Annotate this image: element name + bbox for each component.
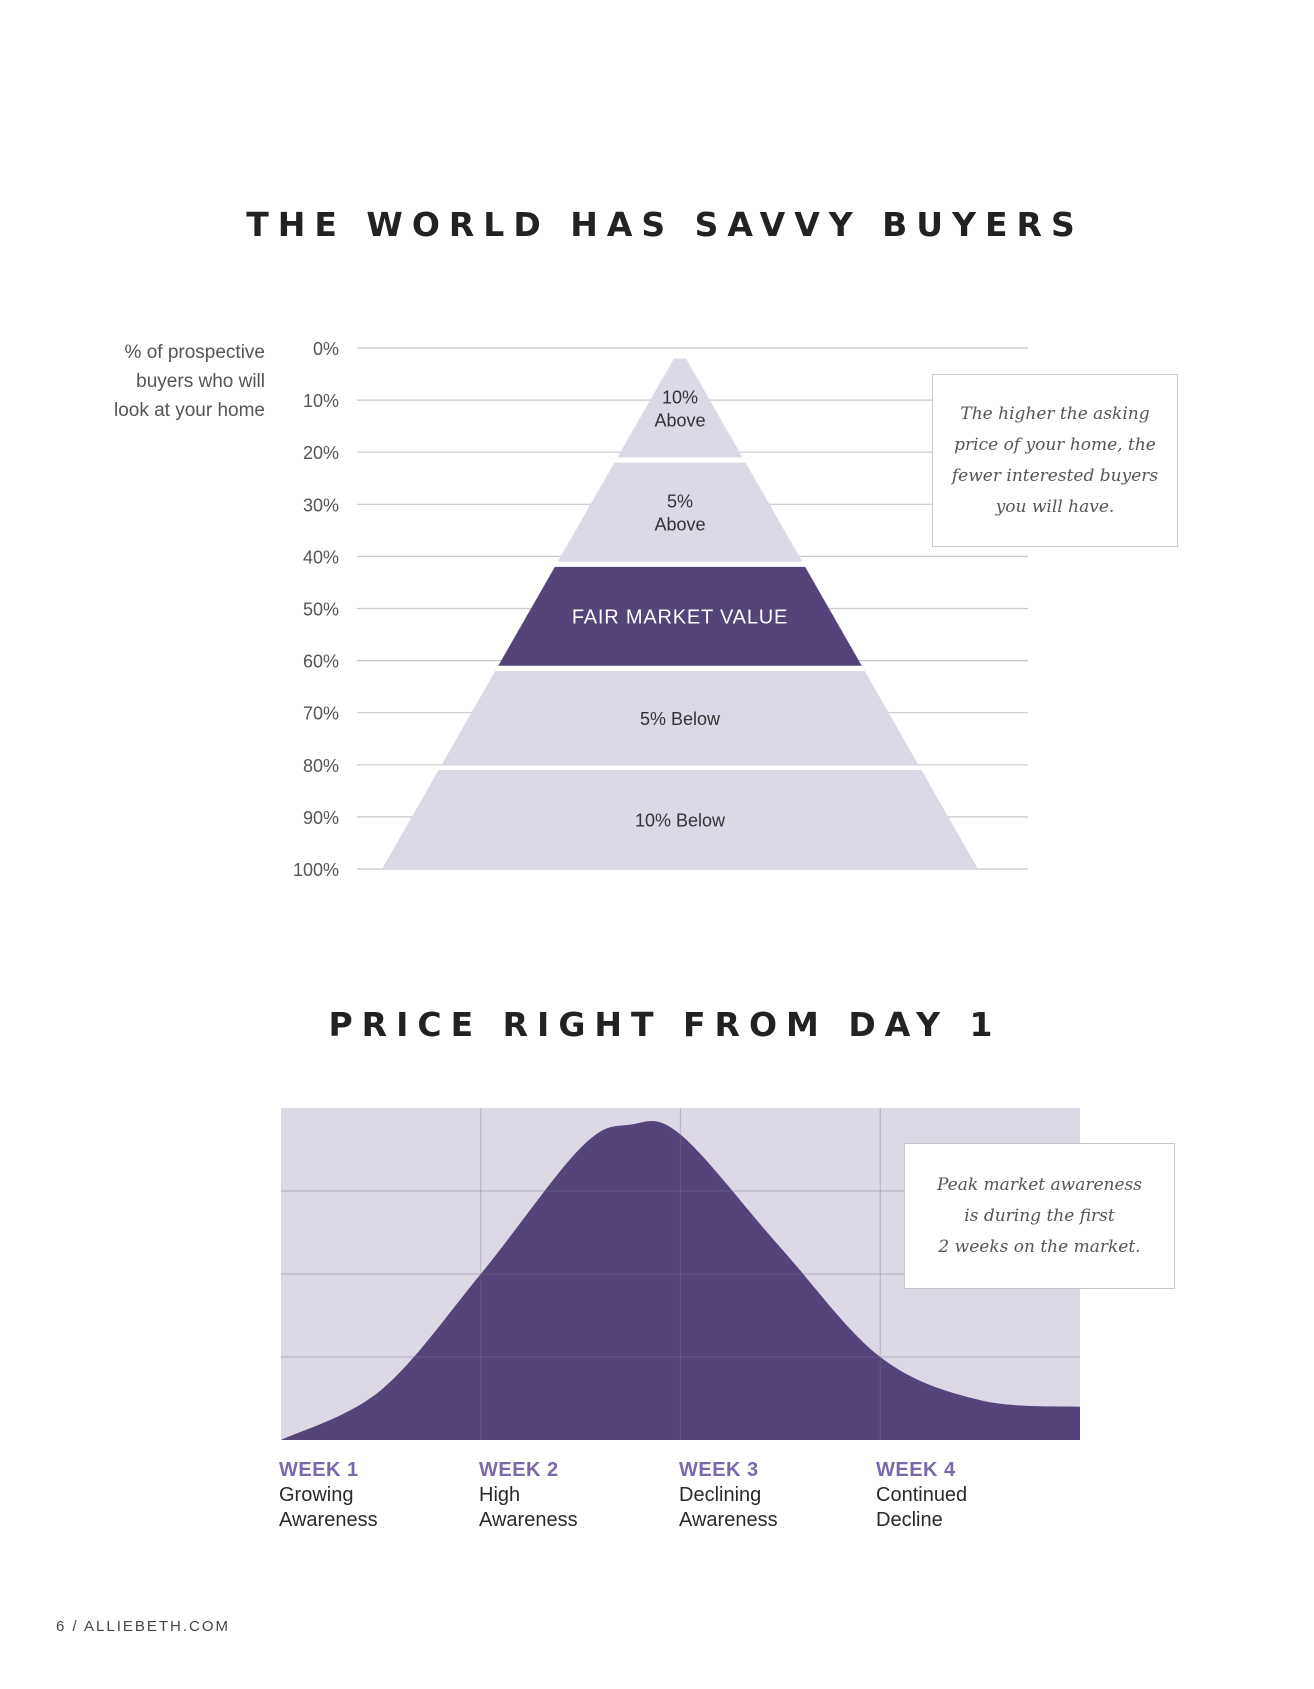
week-2-label: WEEK 2 High Awareness: [479, 1457, 679, 1533]
tier-label: Above: [654, 515, 705, 535]
callout-line: 2 weeks on the market.: [938, 1236, 1141, 1257]
y-tick-label: 90%: [303, 808, 339, 828]
week-desc-line: Awareness: [679, 1509, 778, 1531]
tier-label: 5% Below: [640, 709, 721, 729]
tier-label: 10% Below: [635, 811, 726, 831]
week-desc-line: Decline: [876, 1509, 943, 1531]
week-1-label: WEEK 1 Growing Awareness: [279, 1457, 479, 1533]
y-axis-label-line: % of prospective: [124, 342, 265, 363]
y-axis-label-line: look at your home: [113, 400, 265, 421]
week-4-label: WEEK 4 Continued Decline: [876, 1457, 1076, 1533]
pyramid-chart: 0% 10% 20% 30% 40% 50% 60% 70% 80% 90% 100% 10% Abov…: [293, 339, 1028, 880]
y-tick-label: 80%: [303, 756, 339, 776]
tier-label: Above: [654, 410, 705, 430]
week-desc-line: Growing: [279, 1484, 354, 1506]
y-tick-label: 30%: [303, 495, 339, 515]
week-desc-line: Awareness: [479, 1509, 578, 1531]
y-tick-label: 40%: [303, 547, 339, 567]
tier-label: 5%: [667, 492, 693, 512]
pyramid-tier: [441, 671, 919, 765]
callout-line: price of your home, the: [954, 434, 1156, 455]
tier-label: 10%: [662, 387, 698, 407]
page-footer: 6 / ALLIEBETH.COM: [56, 1618, 231, 1635]
y-tick-label: 20%: [303, 443, 339, 463]
callout-line: The higher the asking: [960, 403, 1150, 424]
chart-title-savvy-buyers: THE WORLD HAS SAVVY BUYERS: [246, 205, 1084, 244]
week-3-label: WEEK 3 Declining Awareness: [679, 1457, 879, 1533]
pyramid-callout-box: The higher the asking price of your home…: [932, 374, 1178, 547]
pyramid-tier: [617, 358, 743, 458]
chart-title-price-right: PRICE RIGHT FROM DAY 1: [328, 1005, 1002, 1044]
pyramid-tier: [498, 566, 862, 666]
week-number: WEEK 1: [279, 1459, 359, 1481]
area-callout-box: Peak market awareness is during the firs…: [904, 1143, 1175, 1289]
tier-label: FAIR MARKET VALUE: [572, 606, 788, 628]
y-tick-label: 10%: [303, 391, 339, 411]
pyramid-y-axis-label: % of prospective buyers who will look at…: [60, 338, 265, 425]
pyramid-tier: [382, 770, 978, 869]
callout-line: fewer interested buyers: [951, 465, 1159, 486]
y-tick-label: 50%: [303, 600, 339, 620]
week-desc-line: Continued: [876, 1484, 968, 1506]
week-desc-line: Declining: [679, 1484, 762, 1506]
y-tick-label: 70%: [303, 704, 339, 724]
week-number: WEEK 4: [876, 1459, 956, 1481]
callout-line: is during the first: [964, 1205, 1115, 1226]
week-number: WEEK 2: [479, 1459, 559, 1481]
week-desc-line: High: [479, 1484, 521, 1506]
y-tick-label: 0%: [313, 339, 339, 359]
y-tick-label: 100%: [293, 860, 339, 880]
week-desc-line: Awareness: [279, 1509, 378, 1531]
week-number: WEEK 3: [679, 1459, 759, 1481]
callout-line: Peak market awareness: [936, 1174, 1143, 1195]
y-tick-label: 60%: [303, 652, 339, 672]
y-axis-label-line: buyers who will: [136, 371, 265, 392]
pyramid-tier: [557, 462, 803, 562]
callout-line: you will have.: [995, 496, 1115, 517]
